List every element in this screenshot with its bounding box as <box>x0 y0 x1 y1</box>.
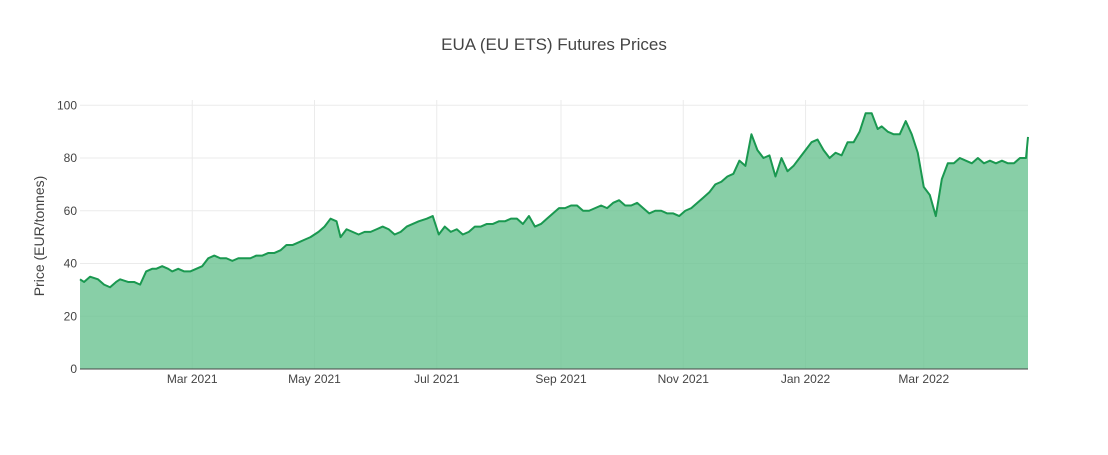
y-tick-label: 40 <box>64 257 78 271</box>
y-tick-label: 0 <box>70 362 77 376</box>
plot-layer <box>79 112 1029 369</box>
y-tick-label: 100 <box>57 98 77 112</box>
y-tick-label: 80 <box>64 151 78 165</box>
x-tick-label: Jul 2021 <box>414 372 460 386</box>
chart-title: EUA (EU ETS) Futures Prices <box>441 35 667 54</box>
y-axis: 0 20 40 60 80 100 <box>57 98 77 376</box>
price-area-fill <box>80 113 1028 369</box>
y-tick-label: 60 <box>64 204 78 218</box>
x-axis: Mar 2021 May 2021 Jul 2021 Sep 2021 Nov 2021… <box>80 368 1028 386</box>
y-tick-label: 20 <box>64 309 78 323</box>
y-axis-title: Price (EUR/tonnes) <box>31 176 47 297</box>
x-tick-label: Sep 2021 <box>535 372 587 386</box>
x-tick-label: May 2021 <box>288 372 341 386</box>
x-tick-label: Nov 2021 <box>658 372 710 386</box>
x-tick-label: Jan 2022 <box>781 372 831 386</box>
x-tick-label: Mar 2022 <box>898 372 949 386</box>
price-line <box>79 112 1029 289</box>
x-tick-label: Mar 2021 <box>167 372 218 386</box>
